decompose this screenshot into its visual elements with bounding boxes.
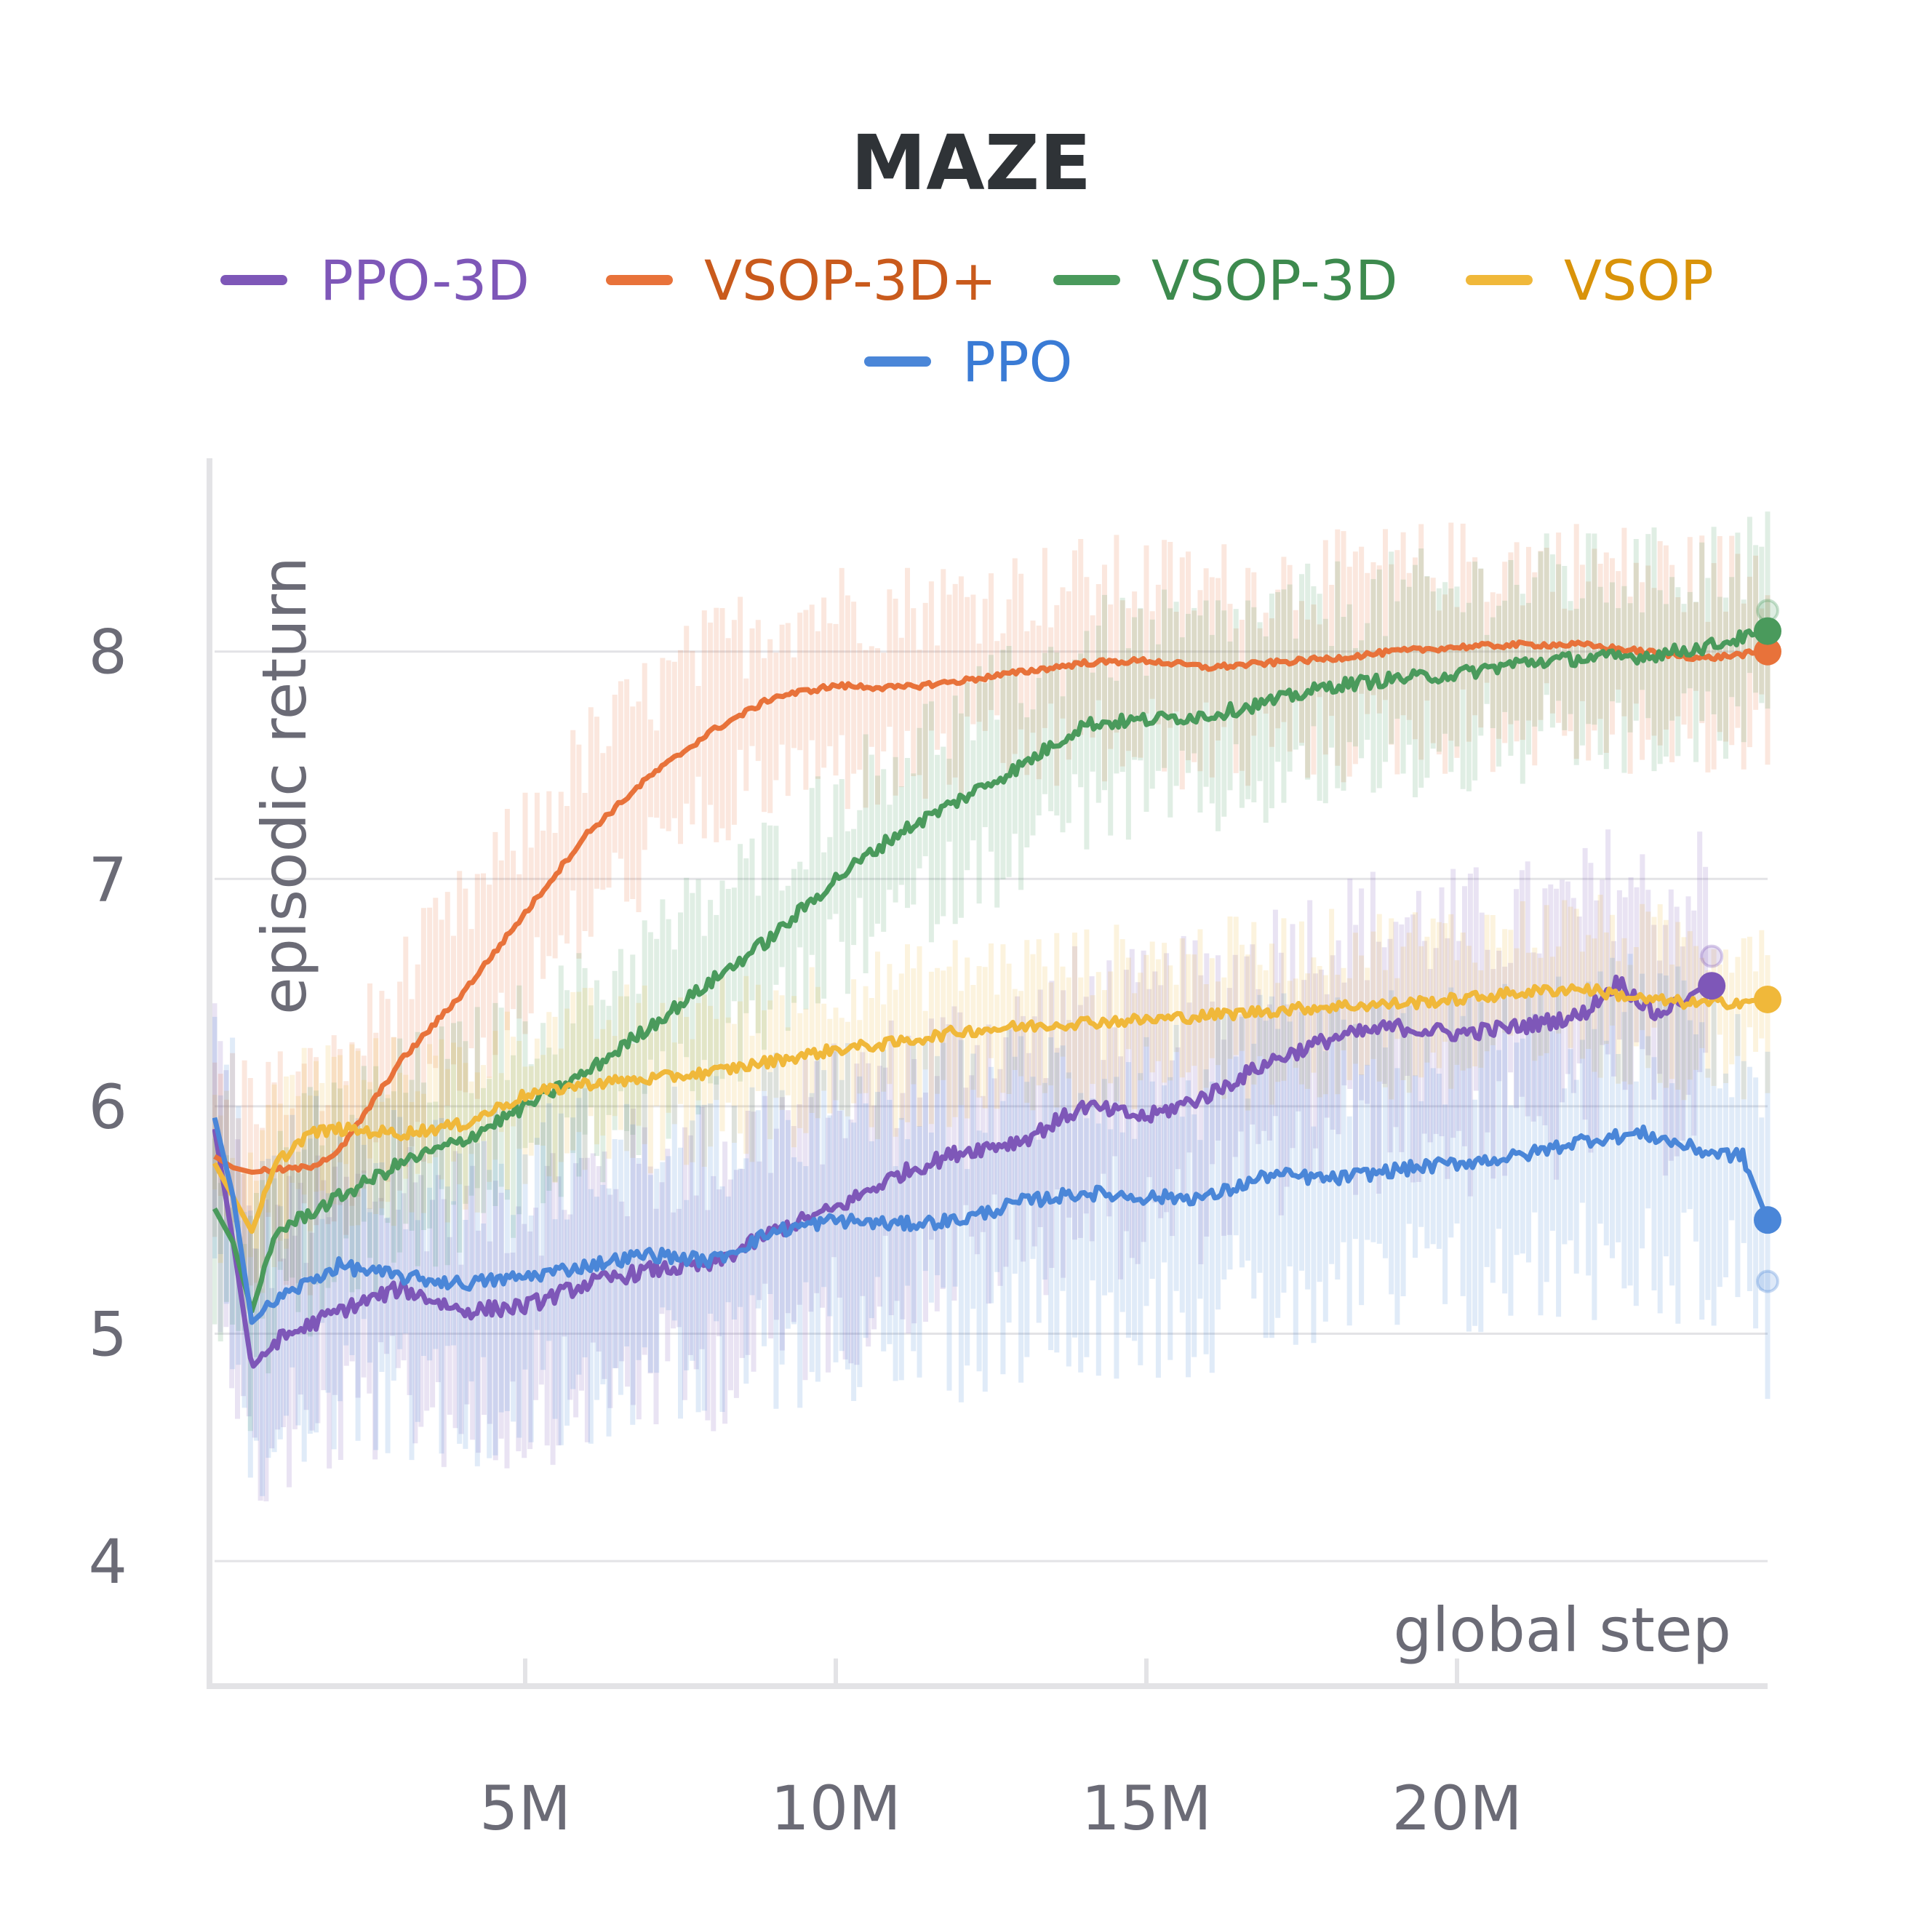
endpoint-marker-raw <box>1700 944 1724 968</box>
axes: 5M 10M 15M 20M <box>207 458 1768 1844</box>
x-tick-label: 20M <box>1392 1773 1522 1844</box>
chart-title: MAZE <box>851 119 1091 207</box>
series-lines <box>212 628 1771 1369</box>
y-tick-label: 8 <box>89 617 127 688</box>
endpoint-marker <box>1754 1206 1781 1234</box>
legend-label: PPO <box>962 330 1072 394</box>
legend: PPO-3D VSOP-3D+ VSOP-3D VSOP PPO <box>220 248 1714 394</box>
y-tick-label: 7 <box>89 844 127 915</box>
x-tick-label: 5M <box>479 1773 571 1844</box>
gridlines: 4 5 6 7 8 <box>89 617 1768 1597</box>
endpoint-marker <box>1754 985 1781 1013</box>
legend-label: VSOP-3D+ <box>704 248 997 313</box>
series-line <box>212 628 1768 1314</box>
y-tick-label: 6 <box>89 1071 127 1143</box>
endpoint-marker <box>1754 617 1781 645</box>
series-line <box>212 1117 1771 1325</box>
legend-label: PPO-3D <box>320 248 530 313</box>
endpoint-marker-raw <box>1756 1269 1779 1293</box>
noise-bands <box>212 511 1771 1501</box>
legend-label: VSOP-3D <box>1151 248 1398 313</box>
y-tick-label: 5 <box>89 1298 127 1370</box>
x-tick-label: 10M <box>770 1773 901 1844</box>
y-tick-label: 4 <box>89 1526 127 1597</box>
legend-label: VSOP <box>1564 248 1714 313</box>
series-line <box>212 974 1707 1369</box>
x-tick-label: 15M <box>1081 1773 1211 1844</box>
y-axis-label: episodic return <box>249 556 320 1015</box>
series-line <box>213 639 1768 1175</box>
endpoint-marker <box>1754 637 1781 666</box>
series-line <box>212 983 1768 1234</box>
endpoint-markers <box>1698 599 1781 1293</box>
endpoint-marker <box>1698 972 1726 1000</box>
x-axis-label: global step <box>1393 1594 1731 1666</box>
